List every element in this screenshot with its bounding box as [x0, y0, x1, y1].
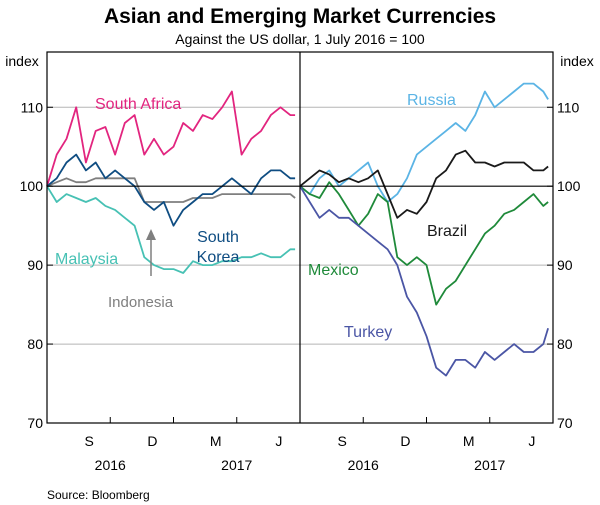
series-line-russia	[299, 82, 549, 203]
source-note: Source: Bloomberg	[47, 488, 150, 502]
series-label-russia: Russia	[407, 92, 456, 109]
plot-frame	[46, 51, 554, 424]
y-tick-label-left: 100	[20, 178, 44, 194]
x-month-label: M	[463, 433, 475, 449]
annotation-indonesia: Indonesia	[108, 294, 174, 311]
x-year-label: 2017	[221, 457, 252, 473]
x-month-label: M	[210, 433, 222, 449]
series-label-south-korea: South	[197, 229, 239, 246]
x-month-label: J	[528, 433, 535, 449]
y-tick-label-right: 80	[557, 336, 573, 352]
axis-ticks: 70 70 80 80 90 90 100 100 110 110 S D M J 2016 2017 S D M J…	[20, 99, 581, 473]
chart-title: Asian and Emerging Market Currencies	[104, 5, 496, 28]
y-tick-label-right: 100	[557, 178, 581, 194]
series-label-south-korea: Korea	[197, 249, 240, 266]
series-label-turkey: Turkey	[344, 324, 392, 341]
chart-subtitle: Against the US dollar, 1 July 2016 = 100	[175, 31, 425, 47]
x-year-label: 2016	[348, 457, 379, 473]
x-month-label: S	[337, 433, 346, 449]
series-line-malaysia	[46, 185, 296, 274]
y-axis-unit-left: index	[5, 53, 38, 69]
series-lines	[46, 82, 549, 377]
series-line-indonesia	[46, 177, 296, 203]
x-month-label: D	[400, 433, 410, 449]
series-label-mexico: Mexico	[308, 262, 359, 279]
series-line-turkey	[299, 185, 549, 377]
x-year-label: 2017	[474, 457, 505, 473]
x-year-label: 2016	[95, 457, 126, 473]
series-label-malaysia: Malaysia	[55, 251, 118, 268]
y-tick-label-right: 90	[557, 257, 573, 273]
series-line-mexico	[299, 181, 549, 306]
series-line-brazil	[299, 149, 549, 219]
series-label-south-africa: South Africa	[95, 96, 181, 113]
x-month-label: S	[84, 433, 93, 449]
y-axis-unit-right: index	[560, 53, 593, 69]
y-tick-label-right: 110	[557, 99, 580, 115]
y-tick-label-left: 110	[21, 99, 44, 115]
series-labels: South Africa Malaysia South Korea Russia Braz…	[55, 92, 467, 341]
series-label-brazil: Brazil	[427, 223, 467, 240]
series-line-south-korea	[46, 153, 296, 227]
y-tick-label-left: 70	[27, 415, 43, 431]
x-month-label: J	[275, 433, 282, 449]
series-line-south-africa	[46, 90, 296, 187]
y-tick-label-left: 80	[27, 336, 43, 352]
y-tick-label-left: 90	[27, 257, 43, 273]
indonesia-arrow-head	[146, 229, 156, 240]
x-month-label: D	[147, 433, 157, 449]
y-tick-label-right: 70	[557, 415, 573, 431]
